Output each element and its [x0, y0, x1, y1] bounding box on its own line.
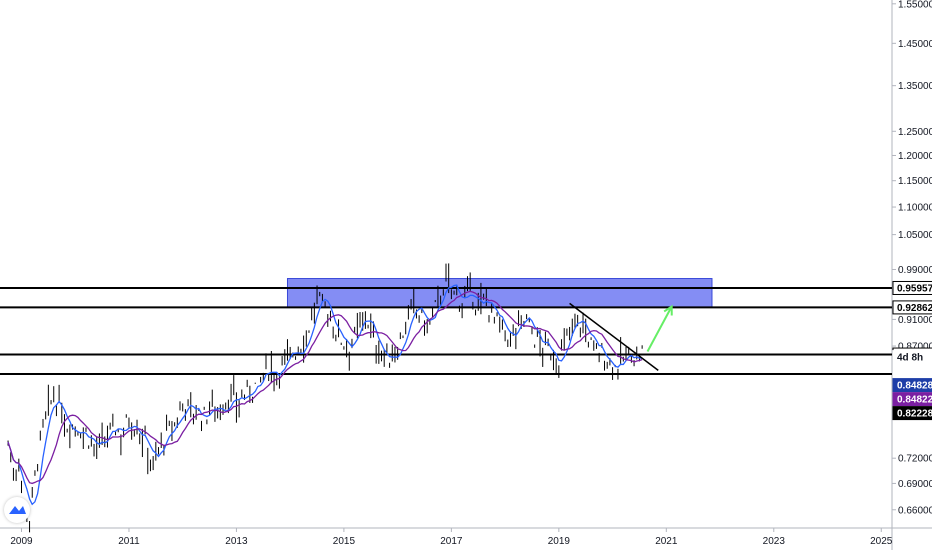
resistance-zone[interactable] [286, 278, 713, 308]
price-badge [892, 350, 932, 365]
x-tick-label: 2025 [870, 536, 893, 547]
price-badge [892, 280, 932, 295]
price-badge [892, 392, 932, 407]
price-badge-label: 0.92862 [897, 303, 932, 314]
y-tick-label: 0.72000 [898, 454, 932, 465]
price-badge-label: 0.84828 [897, 381, 932, 392]
y-tick-label: 1.55000 [898, 0, 932, 10]
y-tick-label: 0.99000 [898, 265, 932, 276]
tradingview-logo-icon[interactable] [4, 497, 30, 523]
x-tick-label: 2011 [118, 536, 140, 547]
x-tick-label: 2013 [225, 536, 248, 547]
y-tick-label: 0.69000 [898, 479, 932, 490]
x-tick-label: 2023 [763, 536, 786, 547]
y-tick-label: 0.87000 [898, 342, 932, 353]
x-tick-label: 2017 [440, 536, 463, 547]
price-badge-label: 0.84822 [897, 395, 932, 406]
y-tick-label: 1.15000 [898, 176, 932, 187]
y-tick-label: 1.25000 [898, 127, 932, 138]
price-badge [892, 406, 932, 421]
y-tick-label: 1.05000 [898, 230, 932, 241]
price-badge [892, 378, 932, 393]
x-tick-label: 2015 [333, 536, 356, 547]
y-tick-label: 0.91000 [898, 315, 932, 326]
projection-arrow-head [663, 304, 673, 316]
x-tick-label: 2019 [548, 536, 571, 547]
y-tick-label: 0.66000 [898, 505, 932, 516]
moving-average-line [7, 290, 643, 485]
moving-average-line [7, 284, 643, 506]
y-tick-label: 1.10000 [898, 203, 932, 214]
price-badge-label: 0.82228 [897, 409, 932, 420]
x-tick-label: 2009 [10, 536, 33, 547]
projection-arrow[interactable] [646, 306, 673, 353]
price-badge-label: 0.95957 [897, 283, 932, 294]
price-badge [892, 300, 932, 315]
y-tick-label: 1.20000 [898, 151, 932, 162]
y-tick-label: 1.35000 [898, 81, 932, 92]
price-badge-label: 4d 8h [897, 353, 923, 364]
x-tick-label: 2021 [655, 536, 678, 547]
trendline[interactable] [569, 302, 659, 371]
y-tick-label: 1.45000 [898, 39, 932, 50]
